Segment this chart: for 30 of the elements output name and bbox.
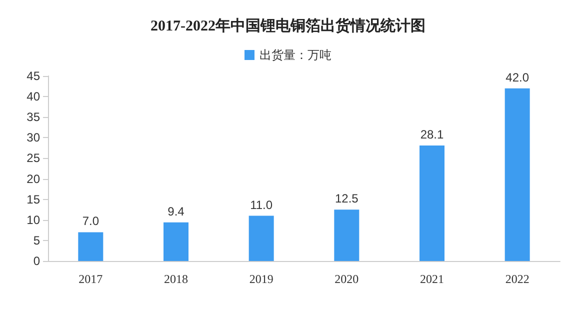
bar	[248, 216, 274, 261]
text: 7.0	[82, 214, 100, 228]
x-tick-label: 2022	[505, 272, 530, 286]
y-tick-label: 20	[26, 172, 40, 186]
bar	[504, 88, 530, 261]
bar	[420, 145, 444, 261]
y-tick-label: 45	[26, 69, 40, 83]
x-tick-label: 2020	[334, 272, 359, 286]
y-tick-label: 0	[33, 254, 40, 268]
y-tick-label: 25	[26, 151, 40, 166]
text: 42.0	[506, 70, 530, 84]
text: 9.4	[168, 204, 184, 218]
bar	[334, 210, 360, 261]
text: 12.5	[334, 192, 358, 206]
y-tick-label: 15	[26, 192, 40, 206]
y-tick-label: 40	[26, 90, 40, 104]
y-tick-label: 30	[26, 130, 40, 145]
y-tick-label: 35	[26, 110, 40, 124]
x-tick-label: 2021	[420, 272, 444, 286]
y-tick-label: 5	[33, 233, 40, 248]
text: 28.1	[420, 127, 444, 142]
text: 11.0	[250, 198, 273, 212]
bar	[78, 232, 104, 261]
x-tick-label: 2017	[78, 272, 103, 286]
bar	[164, 222, 188, 261]
y-tick-label: 10	[26, 212, 40, 227]
legend-label: 出货量：万吨	[260, 48, 332, 62]
x-tick-label: 2018	[164, 272, 188, 286]
x-tick-label: 2019	[249, 272, 274, 286]
chart-title: 2017-2022年中国锂电铜箔出货情况统计图	[150, 18, 426, 34]
